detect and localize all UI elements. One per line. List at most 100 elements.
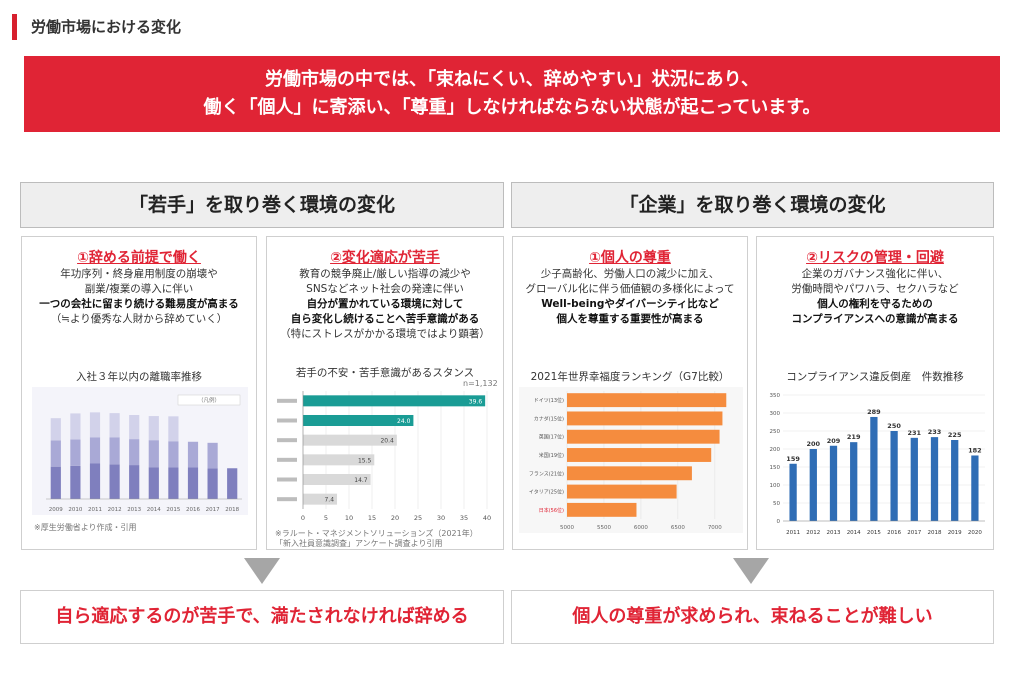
y-tick-label: 250 (770, 429, 781, 435)
x-tick-label: 2014 (847, 530, 861, 536)
x-tick-label: 2017 (907, 530, 921, 536)
chart-title: 入社３年以内の離職率推移 (76, 371, 202, 383)
data-label: 24.0 (397, 418, 411, 425)
y-tick-label: 300 (770, 411, 781, 417)
x-tick-label: 2010 (68, 507, 82, 513)
bar (850, 442, 858, 521)
bar-segment (109, 437, 120, 465)
bar (789, 463, 797, 521)
x-tick-label: 2018 (225, 507, 239, 513)
x-tick-label: 7000 (708, 525, 722, 531)
banner-line-1: 労働市場の中では、「束ねにくい、辞めやすい」状況にあり、 (265, 69, 759, 90)
bar (567, 502, 637, 517)
data-label: 289 (867, 408, 881, 416)
category-label-placeholder (277, 418, 297, 423)
down-arrow-icon (244, 558, 280, 584)
desc-line: SNSなどネット社会の発達に伴い (306, 283, 464, 295)
x-tick-label: 5000 (560, 525, 574, 531)
y-tick-label: イタリア(25位) (529, 489, 564, 496)
x-tick-label: 0 (301, 514, 305, 522)
data-label: 209 (827, 437, 841, 445)
bar-segment (187, 467, 199, 499)
desc-line: 企業のガバナンス強化に伴い、 (801, 268, 949, 280)
bar (567, 448, 712, 462)
source-note: ※厚生労働省より作成・引用 (34, 523, 137, 532)
source-note-1: ※ラルート・マネジメントソリューションズ（2021年） (275, 529, 478, 538)
bar (567, 429, 720, 444)
x-tick-label: 2009 (49, 507, 63, 513)
y-tick-label: 350 (770, 393, 781, 399)
x-tick-label: 2015 (166, 507, 180, 513)
card-description: 教育の競争廃止/厳しい指導の減少や SNSなどネット社会の発達に伴い 自分が置か… (271, 267, 499, 342)
desc-line: 副業/複業の導入に伴い (84, 283, 194, 295)
data-label: 39.6 (469, 398, 483, 405)
turnover-chart: 2009 2010 2011 2012 2013 2014 2015 2016 2017 2018… (32, 387, 248, 515)
bar (890, 431, 898, 521)
data-label: 219 (847, 433, 861, 441)
bar-segment (50, 418, 61, 441)
category-label-placeholder (277, 438, 297, 443)
y-tick-label: 日本(56位) (539, 507, 564, 514)
y-tick-label: ドイツ(13位) (534, 397, 564, 404)
card-title: ①個人の尊重 (589, 250, 671, 266)
x-tick-label: 2015 (867, 530, 881, 536)
y-tick-label: 米国(19位) (539, 452, 564, 459)
x-tick-label: 2016 (186, 507, 200, 513)
bar-segment (148, 440, 159, 468)
bar-segment (89, 463, 101, 499)
x-tick-label: 20 (391, 514, 399, 522)
legend-text: （凡例） (198, 396, 220, 404)
card-title: ①辞める前提で働く (77, 250, 201, 266)
data-label: 7.4 (324, 497, 334, 504)
desc-line: 教育の競争廃止/厳しい指導の減少や (299, 268, 471, 280)
data-label: 250 (887, 422, 901, 430)
bar-segment (168, 416, 179, 442)
desc-line-bold: コンプライアンスへの意識が高まる (791, 313, 959, 325)
source-note-2: 「新入社員意識調査」アンケート調査より引用 (275, 539, 443, 548)
bar (303, 454, 375, 466)
card-quit-premise: ①辞める前提で働く 年功序列・終身雇用制度の崩壊や 副業/複業の導入に伴い 一つ… (21, 236, 257, 550)
bar-segment (207, 468, 218, 499)
bar-segment (89, 437, 101, 464)
bar (951, 440, 959, 521)
bar (567, 484, 677, 499)
x-tick-label: 35 (460, 514, 468, 522)
bar (870, 416, 878, 521)
data-label: 14.7 (354, 477, 368, 484)
card-description: 年功序列・終身雇用制度の崩壊や 副業/複業の導入に伴い 一つの会社に留まり続ける… (26, 267, 252, 327)
data-label: 200 (807, 440, 821, 448)
x-tick-label: 2020 (968, 530, 982, 536)
category-label-placeholder (277, 398, 297, 403)
data-label: 233 (928, 428, 942, 436)
bar (829, 445, 838, 521)
card-individual-respect: ①個人の尊重 少子高齢化、労働人口の減少に加え、 グローバル化に伴う価値観の多様… (512, 236, 748, 550)
y-tick-label: フランス(21位) (529, 470, 564, 477)
happiness-chart: 5000 5500 6000 6500 7000 ドイツ(13位) カナダ(15位) 英国(1… (519, 387, 743, 533)
desc-line: （≒より優秀な人財から辞めていく） (50, 313, 228, 325)
bar (930, 437, 939, 521)
bar-segment (129, 439, 140, 466)
x-tick-label: 2011 (88, 507, 102, 513)
chart-title: コンプライアンス違反倒産 件数推移 (786, 371, 964, 383)
bar (567, 393, 727, 408)
sample-size: n=1,132 (463, 379, 498, 388)
y-tick-label: 50 (773, 501, 780, 507)
category-label-placeholder (277, 497, 297, 502)
bar-segment (70, 439, 81, 466)
bar (809, 449, 817, 521)
x-tick-label: 2017 (206, 507, 220, 513)
category-label-placeholder (277, 457, 297, 462)
desc-line: グローバル化に伴う価値観の多様化によって (525, 283, 735, 295)
card-title: ②変化適応が苦手 (330, 250, 440, 266)
desc-line-bold: Well-beingやダイバーシティ比など (541, 298, 719, 310)
bar-segment (70, 413, 81, 440)
data-label: 20.4 (380, 438, 394, 445)
desc-line-bold: 自分が置かれている環境に対して (306, 298, 464, 310)
y-tick-label: 150 (770, 465, 781, 471)
bar-segment (89, 412, 101, 438)
x-tick-label: 2013 (827, 530, 841, 536)
desc-line-bold: 一つの会社に留まり続ける難易度が高まる (39, 298, 239, 310)
conclusion-young: 自ら適応するのが苦手で、満たされなければ辞める (20, 590, 504, 644)
x-tick-label: 2019 (948, 530, 962, 536)
bar-segment (50, 440, 61, 467)
